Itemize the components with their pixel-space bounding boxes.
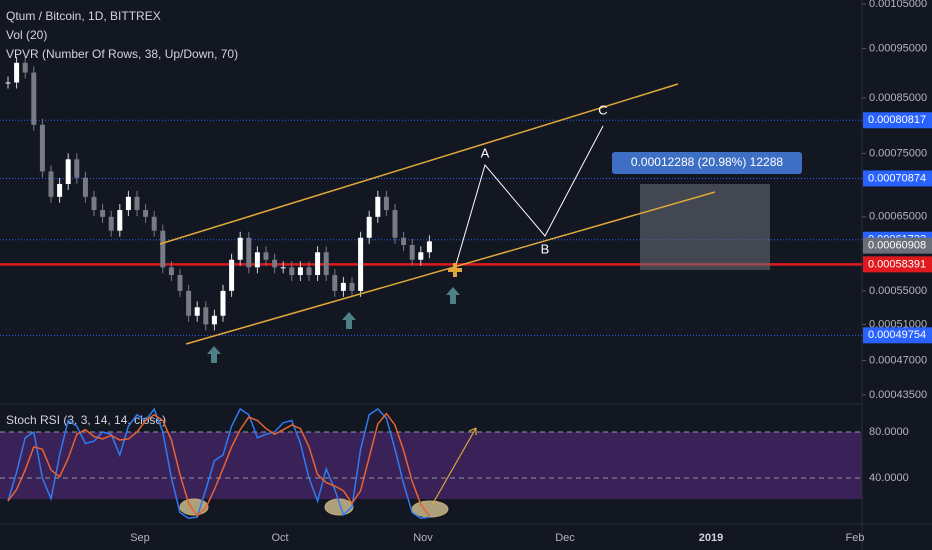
candle — [392, 210, 398, 238]
candle — [39, 124, 45, 172]
candle — [349, 282, 355, 291]
x-tick-label: Feb — [846, 532, 865, 544]
candle — [315, 252, 321, 276]
candle — [57, 183, 63, 197]
y-tick-label: 0.00065000 — [869, 211, 927, 223]
y-tick-label: 0.00051000 — [869, 318, 927, 330]
y-tick-label: 0.00055000 — [869, 285, 927, 297]
rsi-band — [0, 432, 862, 499]
indicator-vol: Vol (20) — [6, 28, 47, 42]
candle — [272, 259, 278, 268]
x-tick-label: Dec — [555, 532, 575, 544]
abc-path — [454, 125, 604, 269]
chart-title: Qtum / Bitcoin, 1D, BITTREX — [6, 9, 161, 23]
candle — [375, 196, 381, 217]
candle — [125, 196, 131, 211]
candle — [246, 237, 252, 268]
candle — [254, 252, 260, 268]
price-label: 0.00049754 — [868, 329, 926, 341]
candle — [65, 159, 71, 184]
candle — [134, 196, 140, 211]
x-tick-label: Nov — [413, 532, 433, 544]
y-tick-label: 0.00043500 — [869, 389, 927, 401]
rsi-line — [7, 412, 431, 518]
candle — [289, 267, 295, 276]
measure-label: 0.00012288 (20.98%) 12288 — [631, 155, 783, 169]
y-tick-label: 0.00075000 — [869, 147, 927, 159]
candle — [151, 216, 157, 231]
candle — [366, 216, 372, 238]
candle — [177, 275, 183, 291]
candle — [297, 267, 303, 276]
candle — [22, 62, 28, 73]
channel-top — [159, 83, 679, 245]
price-label-bg — [863, 237, 932, 254]
candle — [117, 210, 123, 231]
candle — [280, 267, 286, 269]
price-label: 0.00060908 — [868, 240, 926, 252]
indicator-vpvr: VPVR (Number Of Rows, 38, Up/Down, 70) — [6, 47, 238, 61]
candle — [211, 315, 217, 325]
plot — [0, 56, 862, 336]
price-label-bg — [863, 112, 932, 129]
y-tick-label: 0.00105000 — [869, 0, 927, 10]
candle — [108, 216, 114, 231]
candle — [91, 196, 97, 211]
candle — [74, 159, 80, 178]
candle — [229, 259, 235, 291]
candle — [237, 237, 243, 260]
candle — [409, 244, 415, 260]
rsi-arrow — [431, 427, 477, 506]
x-tick-label: Sep — [130, 532, 150, 544]
measure-label-bg — [612, 152, 802, 174]
price-label-bg — [863, 256, 932, 273]
measure-box — [640, 184, 770, 270]
candle — [263, 252, 269, 260]
candle — [14, 62, 20, 83]
candle — [168, 267, 174, 276]
candle — [332, 275, 338, 291]
rsi-line — [7, 407, 430, 520]
price-label-bg — [863, 327, 932, 344]
candle — [100, 210, 106, 217]
rsi-title: Stoch RSI (3, 3, 14, 14, close) — [6, 413, 166, 427]
y-tick-label: 0.00085000 — [869, 92, 927, 104]
candle — [306, 267, 312, 276]
candle — [418, 252, 424, 260]
cross-marker — [448, 263, 462, 277]
candle — [143, 210, 149, 217]
candle — [358, 237, 364, 291]
candle — [5, 82, 11, 84]
y-tick-label: 0.00095000 — [869, 42, 927, 54]
price-label-bg — [863, 170, 932, 187]
y-tick-label: 40.0000 — [869, 472, 909, 484]
rsi-arrow-head — [468, 427, 477, 435]
arrows — [207, 287, 460, 363]
x-tick-label: Oct — [271, 532, 288, 544]
candle — [194, 307, 200, 316]
price-label: 0.00058391 — [868, 258, 926, 270]
candle — [383, 196, 389, 211]
candle — [203, 307, 209, 325]
price-label: 0.00070874 — [868, 172, 926, 184]
candle — [220, 290, 226, 316]
point-a: A — [481, 145, 490, 160]
candle — [160, 230, 166, 268]
candle — [401, 237, 407, 245]
candle — [48, 171, 54, 197]
candle — [340, 282, 346, 291]
price-label: 0.00080817 — [868, 114, 926, 126]
point-b: B — [541, 241, 550, 256]
candle — [186, 290, 192, 316]
y-tick-label: 80.0000 — [869, 426, 909, 438]
candle — [82, 177, 88, 197]
candle — [31, 72, 37, 125]
candle — [323, 252, 329, 276]
candle — [426, 241, 432, 253]
y-tick-label: 0.00047000 — [869, 354, 927, 366]
point-c: C — [598, 102, 607, 117]
x-tick-label: 2019 — [699, 532, 723, 544]
